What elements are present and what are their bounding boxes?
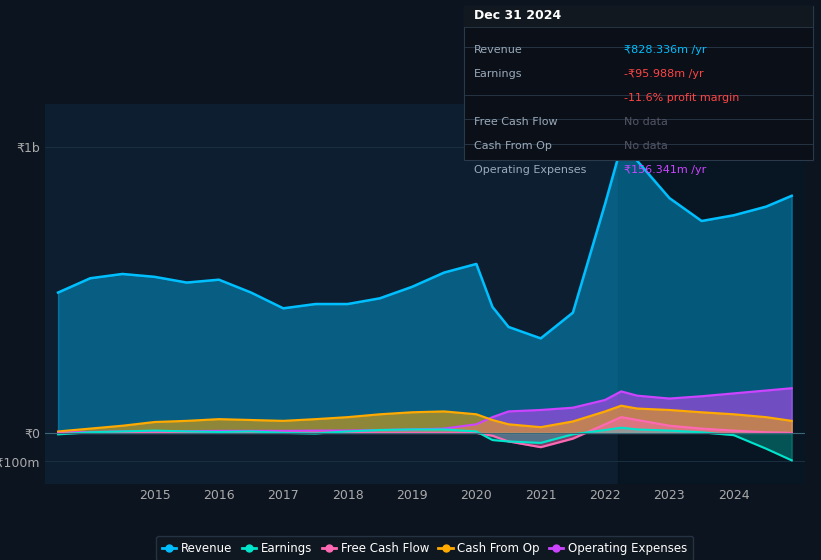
Text: No data: No data bbox=[624, 117, 667, 127]
Text: Free Cash Flow: Free Cash Flow bbox=[474, 117, 557, 127]
Text: -₹95.988m /yr: -₹95.988m /yr bbox=[624, 69, 704, 79]
Text: Dec 31 2024: Dec 31 2024 bbox=[474, 9, 561, 22]
Text: No data: No data bbox=[624, 141, 667, 151]
Legend: Revenue, Earnings, Free Cash Flow, Cash From Op, Operating Expenses: Revenue, Earnings, Free Cash Flow, Cash … bbox=[157, 536, 693, 560]
Text: ₹156.341m /yr: ₹156.341m /yr bbox=[624, 165, 706, 175]
Text: Revenue: Revenue bbox=[474, 45, 522, 54]
Text: Earnings: Earnings bbox=[474, 69, 522, 79]
Text: Operating Expenses: Operating Expenses bbox=[474, 165, 586, 175]
Text: -11.6% profit margin: -11.6% profit margin bbox=[624, 93, 740, 103]
Text: ₹828.336m /yr: ₹828.336m /yr bbox=[624, 45, 706, 54]
Text: Cash From Op: Cash From Op bbox=[474, 141, 552, 151]
Bar bbox=[618, 104, 805, 484]
